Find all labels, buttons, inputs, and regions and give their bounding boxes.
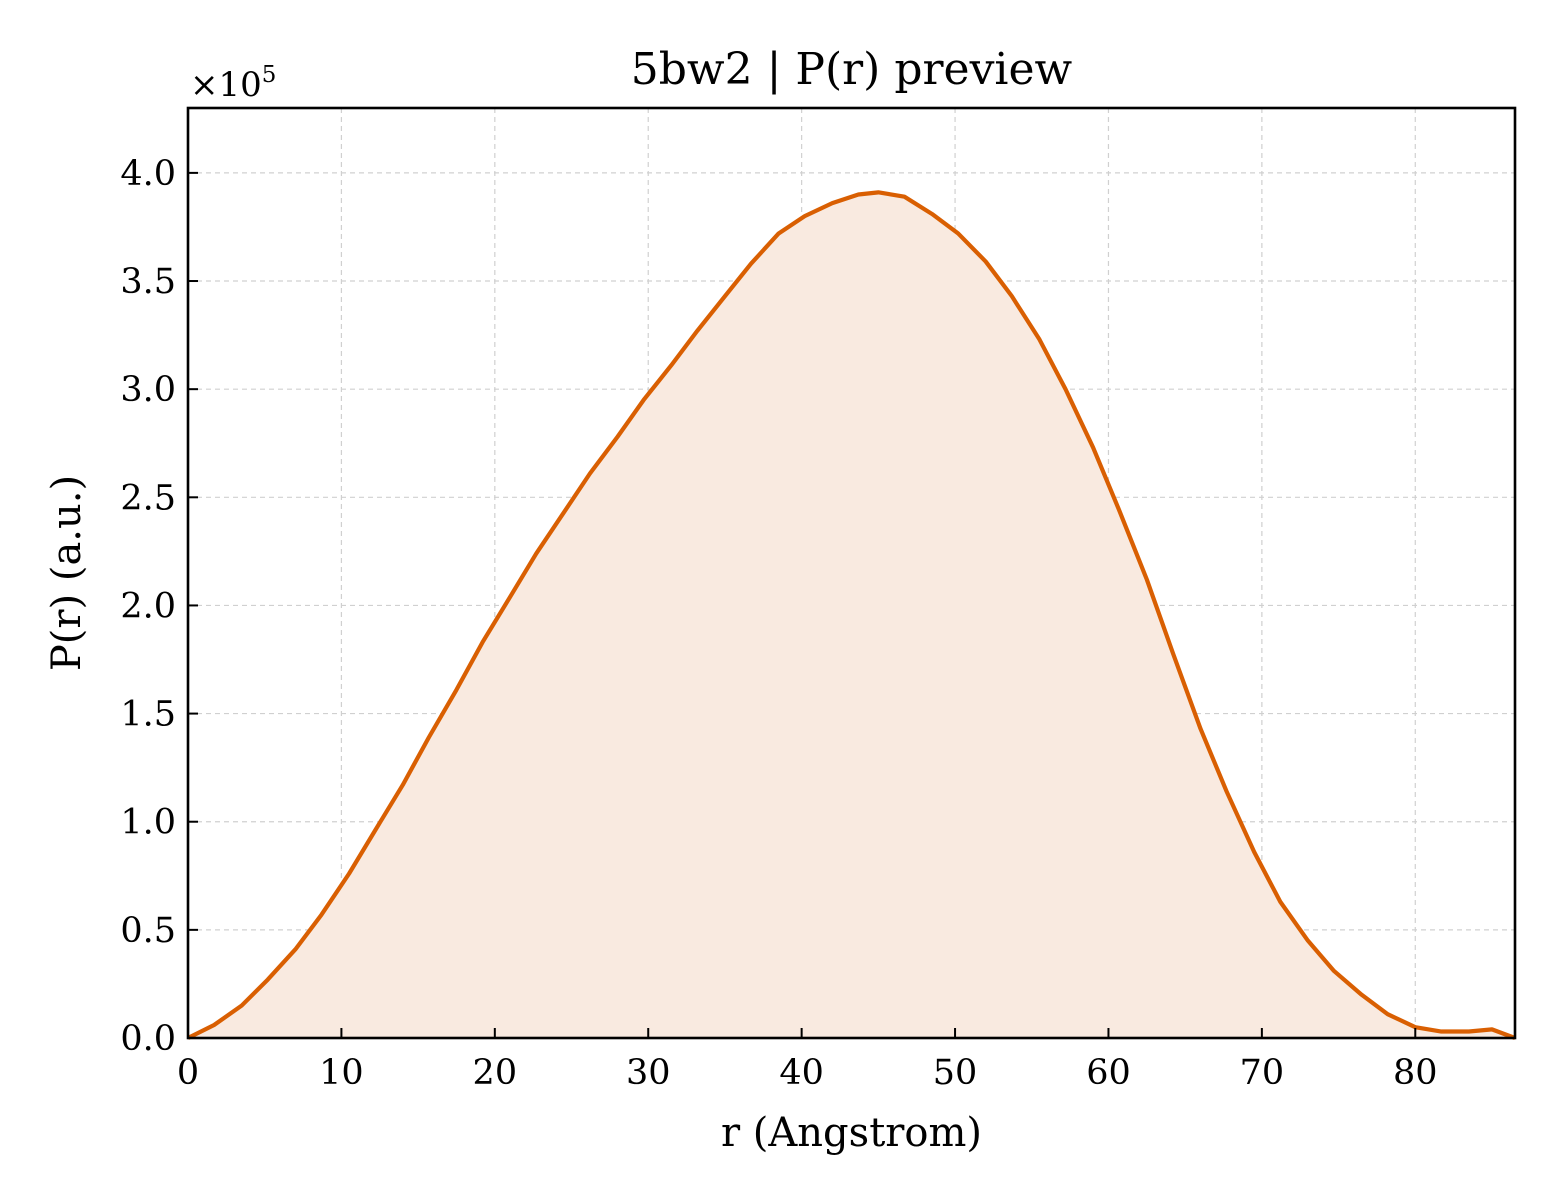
y-tick-label: 3.0 [120,370,176,410]
chart-title: 5bw2 | P(r) preview [631,44,1073,95]
y-tick-label: 0.0 [120,1019,176,1059]
x-tick-label: 10 [319,1053,364,1093]
x-tick-label: 80 [1393,1053,1438,1093]
x-axis-label: r (Angstrom) [721,1110,982,1156]
x-tick-label: 40 [779,1053,824,1093]
y-multiplier-exponent: 5 [262,62,277,88]
plot-data [187,190,1516,1040]
x-tick-label: 70 [1240,1053,1285,1093]
y-tick-label: 1.5 [120,695,176,735]
y-tick-label: 0.5 [120,911,176,951]
y-tick-label: 4.0 [120,154,176,194]
y-tick-label: 2.5 [120,478,176,518]
x-tick-label: 20 [473,1053,518,1093]
y-tick-label: 2.0 [120,586,176,626]
axis-ticks: 0 10 20 30 40 50 60 70 80 0.0 0.5 1.0 1.5 2.0 2.5 3.0 3.… [120,154,1437,1093]
y-multiplier-base: ×10 [190,65,262,105]
y-tick-label: 1.0 [120,803,176,843]
x-tick-label: 50 [933,1053,978,1093]
x-tick-label: 0 [177,1053,199,1093]
plot-frame [186,106,1517,1040]
x-tick-label: 60 [1086,1053,1131,1093]
y-axis-multiplier: ×105 [190,62,276,105]
y-axis-label: P(r) (a.u.) [44,475,90,671]
series-area-fill [188,192,1515,1039]
x-tick-label: 30 [626,1053,671,1093]
y-tick-label: 3.5 [120,262,176,302]
series-line [187,190,1516,1040]
